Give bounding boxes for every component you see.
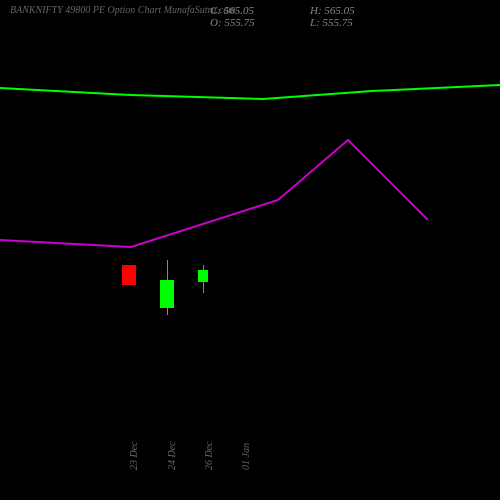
magenta-indicator-line [0,140,428,247]
candle-body [160,280,174,308]
candle-body [198,270,208,282]
green-indicator-line [0,85,500,99]
x-axis-label: 23 Dec [129,441,140,470]
candle-body [122,265,136,285]
x-axis-label: 26 Dec [204,441,215,470]
x-axis-label: 01 Jan [241,443,252,470]
x-axis-label: 24 Dec [167,441,178,470]
chart-svg [0,0,500,500]
